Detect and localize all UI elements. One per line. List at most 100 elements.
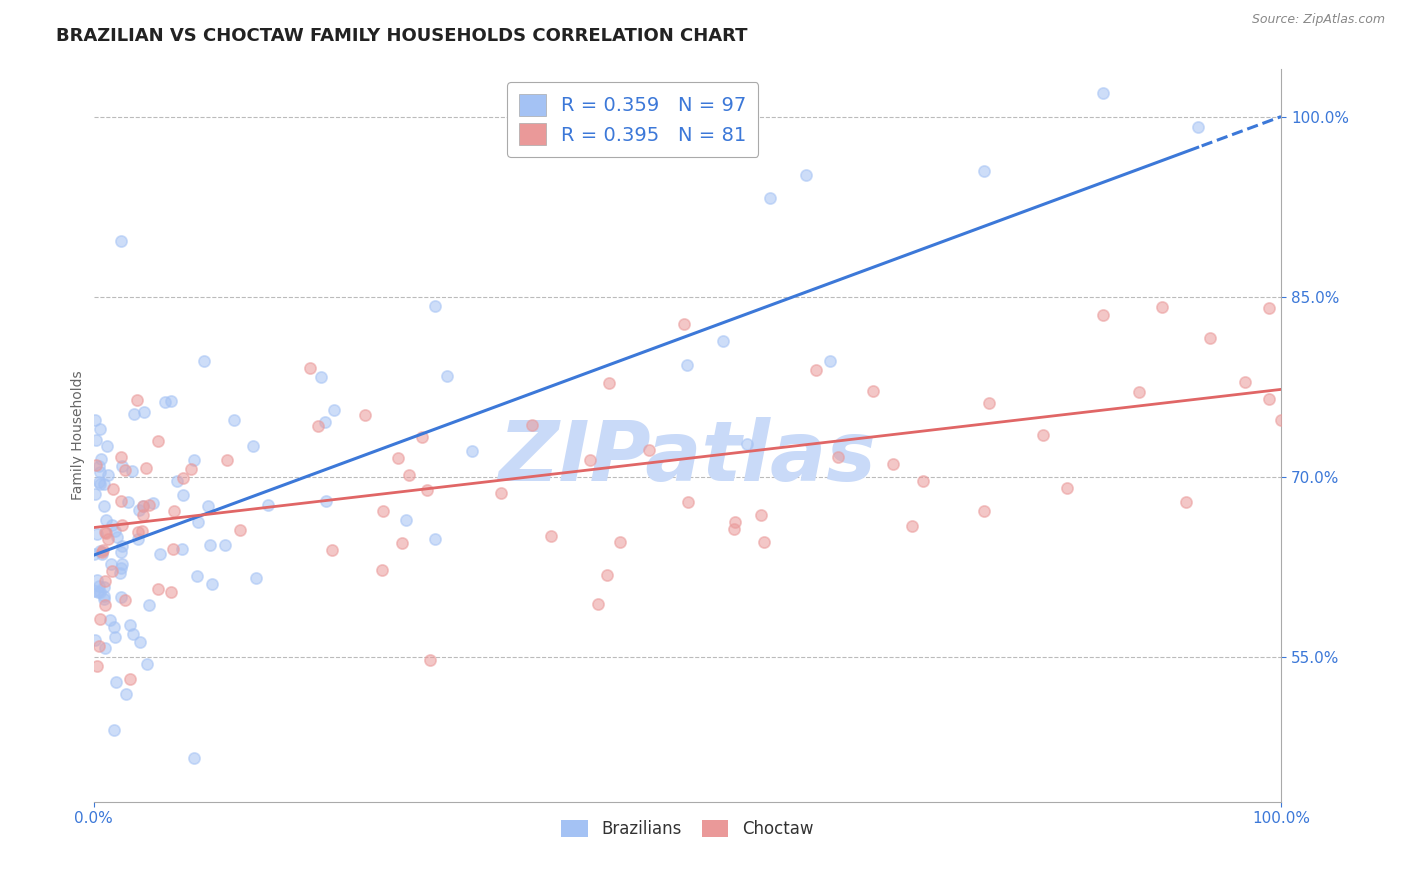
Point — [87, 585, 110, 599]
Point — [89, 612, 111, 626]
Point — [711, 334, 734, 349]
Point — [111, 518, 134, 533]
Point — [172, 471, 194, 485]
Point — [131, 524, 153, 538]
Point — [121, 627, 143, 641]
Point — [132, 508, 155, 523]
Point — [127, 532, 149, 546]
Point — [111, 458, 134, 473]
Point — [159, 585, 181, 599]
Point — [114, 592, 136, 607]
Point — [86, 573, 108, 587]
Point — [93, 477, 115, 491]
Point — [120, 617, 142, 632]
Point — [100, 518, 122, 533]
Point — [214, 538, 236, 552]
Point — [160, 394, 183, 409]
Point — [391, 536, 413, 550]
Point — [419, 653, 441, 667]
Point — [588, 597, 610, 611]
Point — [217, 452, 239, 467]
Point — [242, 439, 264, 453]
Point — [323, 403, 346, 417]
Point — [1091, 308, 1114, 322]
Point — [131, 500, 153, 514]
Point — [100, 557, 122, 571]
Point — [138, 498, 160, 512]
Point — [93, 592, 115, 607]
Point — [86, 527, 108, 541]
Point — [321, 542, 343, 557]
Point — [166, 475, 188, 489]
Point — [1198, 331, 1220, 345]
Point — [98, 613, 121, 627]
Point — [1234, 376, 1257, 390]
Point — [89, 465, 111, 479]
Point — [138, 598, 160, 612]
Point — [110, 561, 132, 575]
Point — [1258, 392, 1281, 407]
Point — [198, 538, 221, 552]
Point — [93, 589, 115, 603]
Point — [595, 568, 617, 582]
Point — [135, 657, 157, 671]
Point — [183, 452, 205, 467]
Point — [749, 508, 772, 522]
Point — [87, 639, 110, 653]
Point — [911, 474, 934, 488]
Point — [315, 494, 337, 508]
Point — [121, 464, 143, 478]
Point — [672, 317, 695, 331]
Point — [122, 407, 145, 421]
Point — [491, 486, 513, 500]
Point — [163, 503, 186, 517]
Point — [609, 534, 631, 549]
Point — [111, 557, 134, 571]
Point — [153, 395, 176, 409]
Point — [436, 369, 458, 384]
Point — [759, 191, 782, 205]
Point — [89, 544, 111, 558]
Point — [94, 526, 117, 541]
Point — [86, 659, 108, 673]
Point — [973, 163, 995, 178]
Point — [91, 547, 114, 561]
Point — [818, 354, 841, 368]
Point — [598, 376, 620, 390]
Point — [96, 439, 118, 453]
Point — [134, 405, 156, 419]
Point — [901, 518, 924, 533]
Point — [87, 475, 110, 489]
Point — [110, 545, 132, 559]
Point — [110, 450, 132, 464]
Text: ZIPatlas: ZIPatlas — [498, 417, 876, 498]
Point — [579, 453, 602, 467]
Point — [104, 630, 127, 644]
Point — [882, 458, 904, 472]
Point — [94, 524, 117, 539]
Point — [977, 396, 1000, 410]
Point — [183, 750, 205, 764]
Point — [309, 370, 332, 384]
Point — [93, 580, 115, 594]
Point — [415, 483, 437, 497]
Point — [149, 547, 172, 561]
Point — [117, 495, 139, 509]
Point — [127, 525, 149, 540]
Point — [224, 413, 246, 427]
Point — [84, 433, 107, 447]
Point — [354, 408, 377, 422]
Point — [110, 234, 132, 248]
Point — [1091, 86, 1114, 100]
Point — [387, 450, 409, 465]
Point — [84, 487, 107, 501]
Point — [110, 539, 132, 553]
Point — [96, 513, 118, 527]
Point — [148, 434, 170, 448]
Point — [101, 482, 124, 496]
Point — [540, 529, 562, 543]
Point — [973, 504, 995, 518]
Point — [87, 458, 110, 473]
Point — [180, 462, 202, 476]
Point — [83, 632, 105, 647]
